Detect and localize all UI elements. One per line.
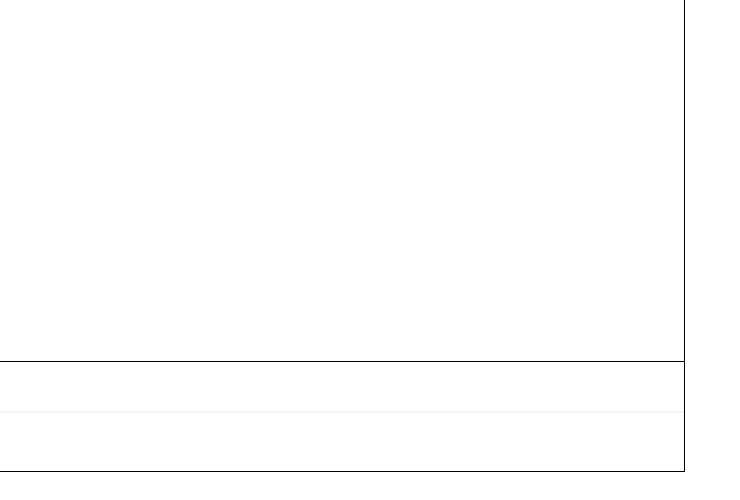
symbol-header[interactable] [4, 1, 6, 12]
panel-separator [0, 361, 684, 362]
macd-panel [0, 411, 684, 413]
time-axis-line [0, 471, 684, 472]
price-axis-line [684, 0, 685, 472]
